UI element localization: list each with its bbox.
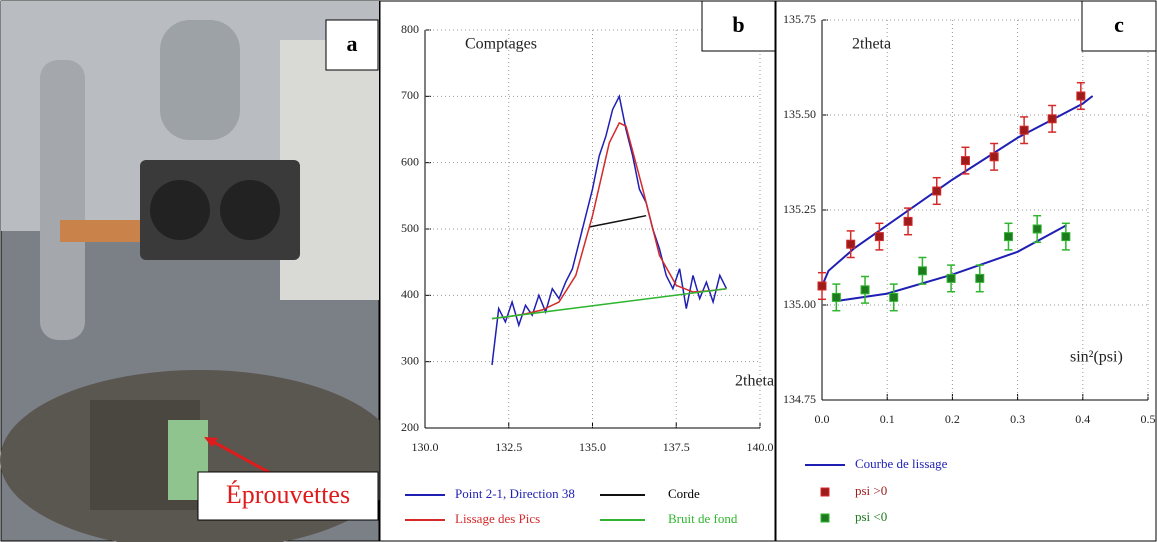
point xyxy=(1076,91,1086,101)
photo-label-box xyxy=(197,471,379,521)
y-tick-label: 400 xyxy=(401,287,419,301)
letter-box xyxy=(325,19,379,71)
x-tick-label: 0.2 xyxy=(945,412,960,426)
legend-swatch xyxy=(820,487,830,497)
x-tick-label: 0.4 xyxy=(1075,412,1090,426)
point xyxy=(903,216,913,226)
y-tick-label: 700 xyxy=(401,88,419,102)
y-axis-label: 2theta xyxy=(852,36,891,53)
point xyxy=(1047,114,1057,124)
point xyxy=(1061,232,1071,242)
point xyxy=(932,186,942,196)
legend-label: Lissage des Pics xyxy=(455,511,540,526)
photo-robot-joint xyxy=(160,20,240,140)
y-tick-label: 800 xyxy=(401,22,419,36)
point xyxy=(860,285,870,295)
y-tick-label: 135.50 xyxy=(783,107,816,121)
y-tick-label: 135.25 xyxy=(783,202,816,216)
data-line xyxy=(491,121,727,320)
legend-label: Bruit de fond xyxy=(668,511,738,526)
legend-label: Point 2-1, Direction 38 xyxy=(455,486,575,501)
x-tick-label: 135.0 xyxy=(579,440,606,454)
data-line xyxy=(491,287,727,320)
letter-box xyxy=(1081,0,1157,52)
x-tick-label: 130.0 xyxy=(412,440,439,454)
point xyxy=(831,292,841,302)
legend-swatch xyxy=(820,513,830,523)
photo-arrowhead xyxy=(204,437,218,447)
legend-label: Courbe de lissage xyxy=(855,456,948,471)
x-tick-label: 137.5 xyxy=(663,440,690,454)
legend-label: psi <0 xyxy=(855,509,887,524)
data-line xyxy=(589,214,647,228)
x-tick-label: 0.3 xyxy=(1010,412,1025,426)
point xyxy=(889,292,899,302)
chart-panel: 200 300 400 500 600 700 800 130.0 132.5 135.0 137.… xyxy=(379,0,776,542)
panel-letter: a xyxy=(347,31,358,56)
point xyxy=(946,273,956,283)
point xyxy=(874,232,884,242)
y-tick-label: 135.75 xyxy=(783,12,816,26)
photo-tube xyxy=(60,220,140,242)
point xyxy=(917,266,927,276)
x-axis-label: sin²(psi) xyxy=(1070,349,1123,366)
x-tick-label: 0.0 xyxy=(815,412,830,426)
photo-robot-arm xyxy=(40,60,85,340)
point xyxy=(1019,125,1029,135)
x-tick-label: 132.5 xyxy=(495,440,522,454)
panel-letter: c xyxy=(1114,12,1124,37)
y-tick-label: 500 xyxy=(401,221,419,235)
y-tick-label: 134.75 xyxy=(783,392,816,406)
point xyxy=(975,273,985,283)
photo-fan xyxy=(220,180,280,240)
legend-label: Corde xyxy=(668,486,700,501)
photo-panel: Éprouvettes a xyxy=(0,0,400,542)
point xyxy=(989,152,999,162)
point xyxy=(1032,224,1042,234)
point xyxy=(960,156,970,166)
photo-label: Éprouvettes xyxy=(226,480,350,509)
panel-frame xyxy=(775,0,1157,542)
x-tick-label: 0.5 xyxy=(1141,412,1156,426)
y-tick-label: 600 xyxy=(401,154,419,168)
x-axis-label: 2theta xyxy=(735,373,774,390)
chart-panel: 134.75 135.00 135.25 135.50 135.75 0.0 0.1 0.2 0… xyxy=(775,0,1157,542)
y-tick-label: 300 xyxy=(401,353,419,367)
point xyxy=(1003,232,1013,242)
photo-fan xyxy=(150,180,210,240)
point xyxy=(817,281,827,291)
x-tick-label: 140.0 xyxy=(747,440,774,454)
letter-box xyxy=(701,0,776,52)
panel-letter: b xyxy=(732,12,744,37)
x-tick-label: 0.1 xyxy=(880,412,895,426)
y-axis-label: Comptages xyxy=(465,36,537,53)
y-tick-label: 200 xyxy=(401,420,419,434)
y-tick-label: 135.00 xyxy=(783,297,816,311)
point xyxy=(846,239,856,249)
legend-label: psi >0 xyxy=(855,483,887,498)
